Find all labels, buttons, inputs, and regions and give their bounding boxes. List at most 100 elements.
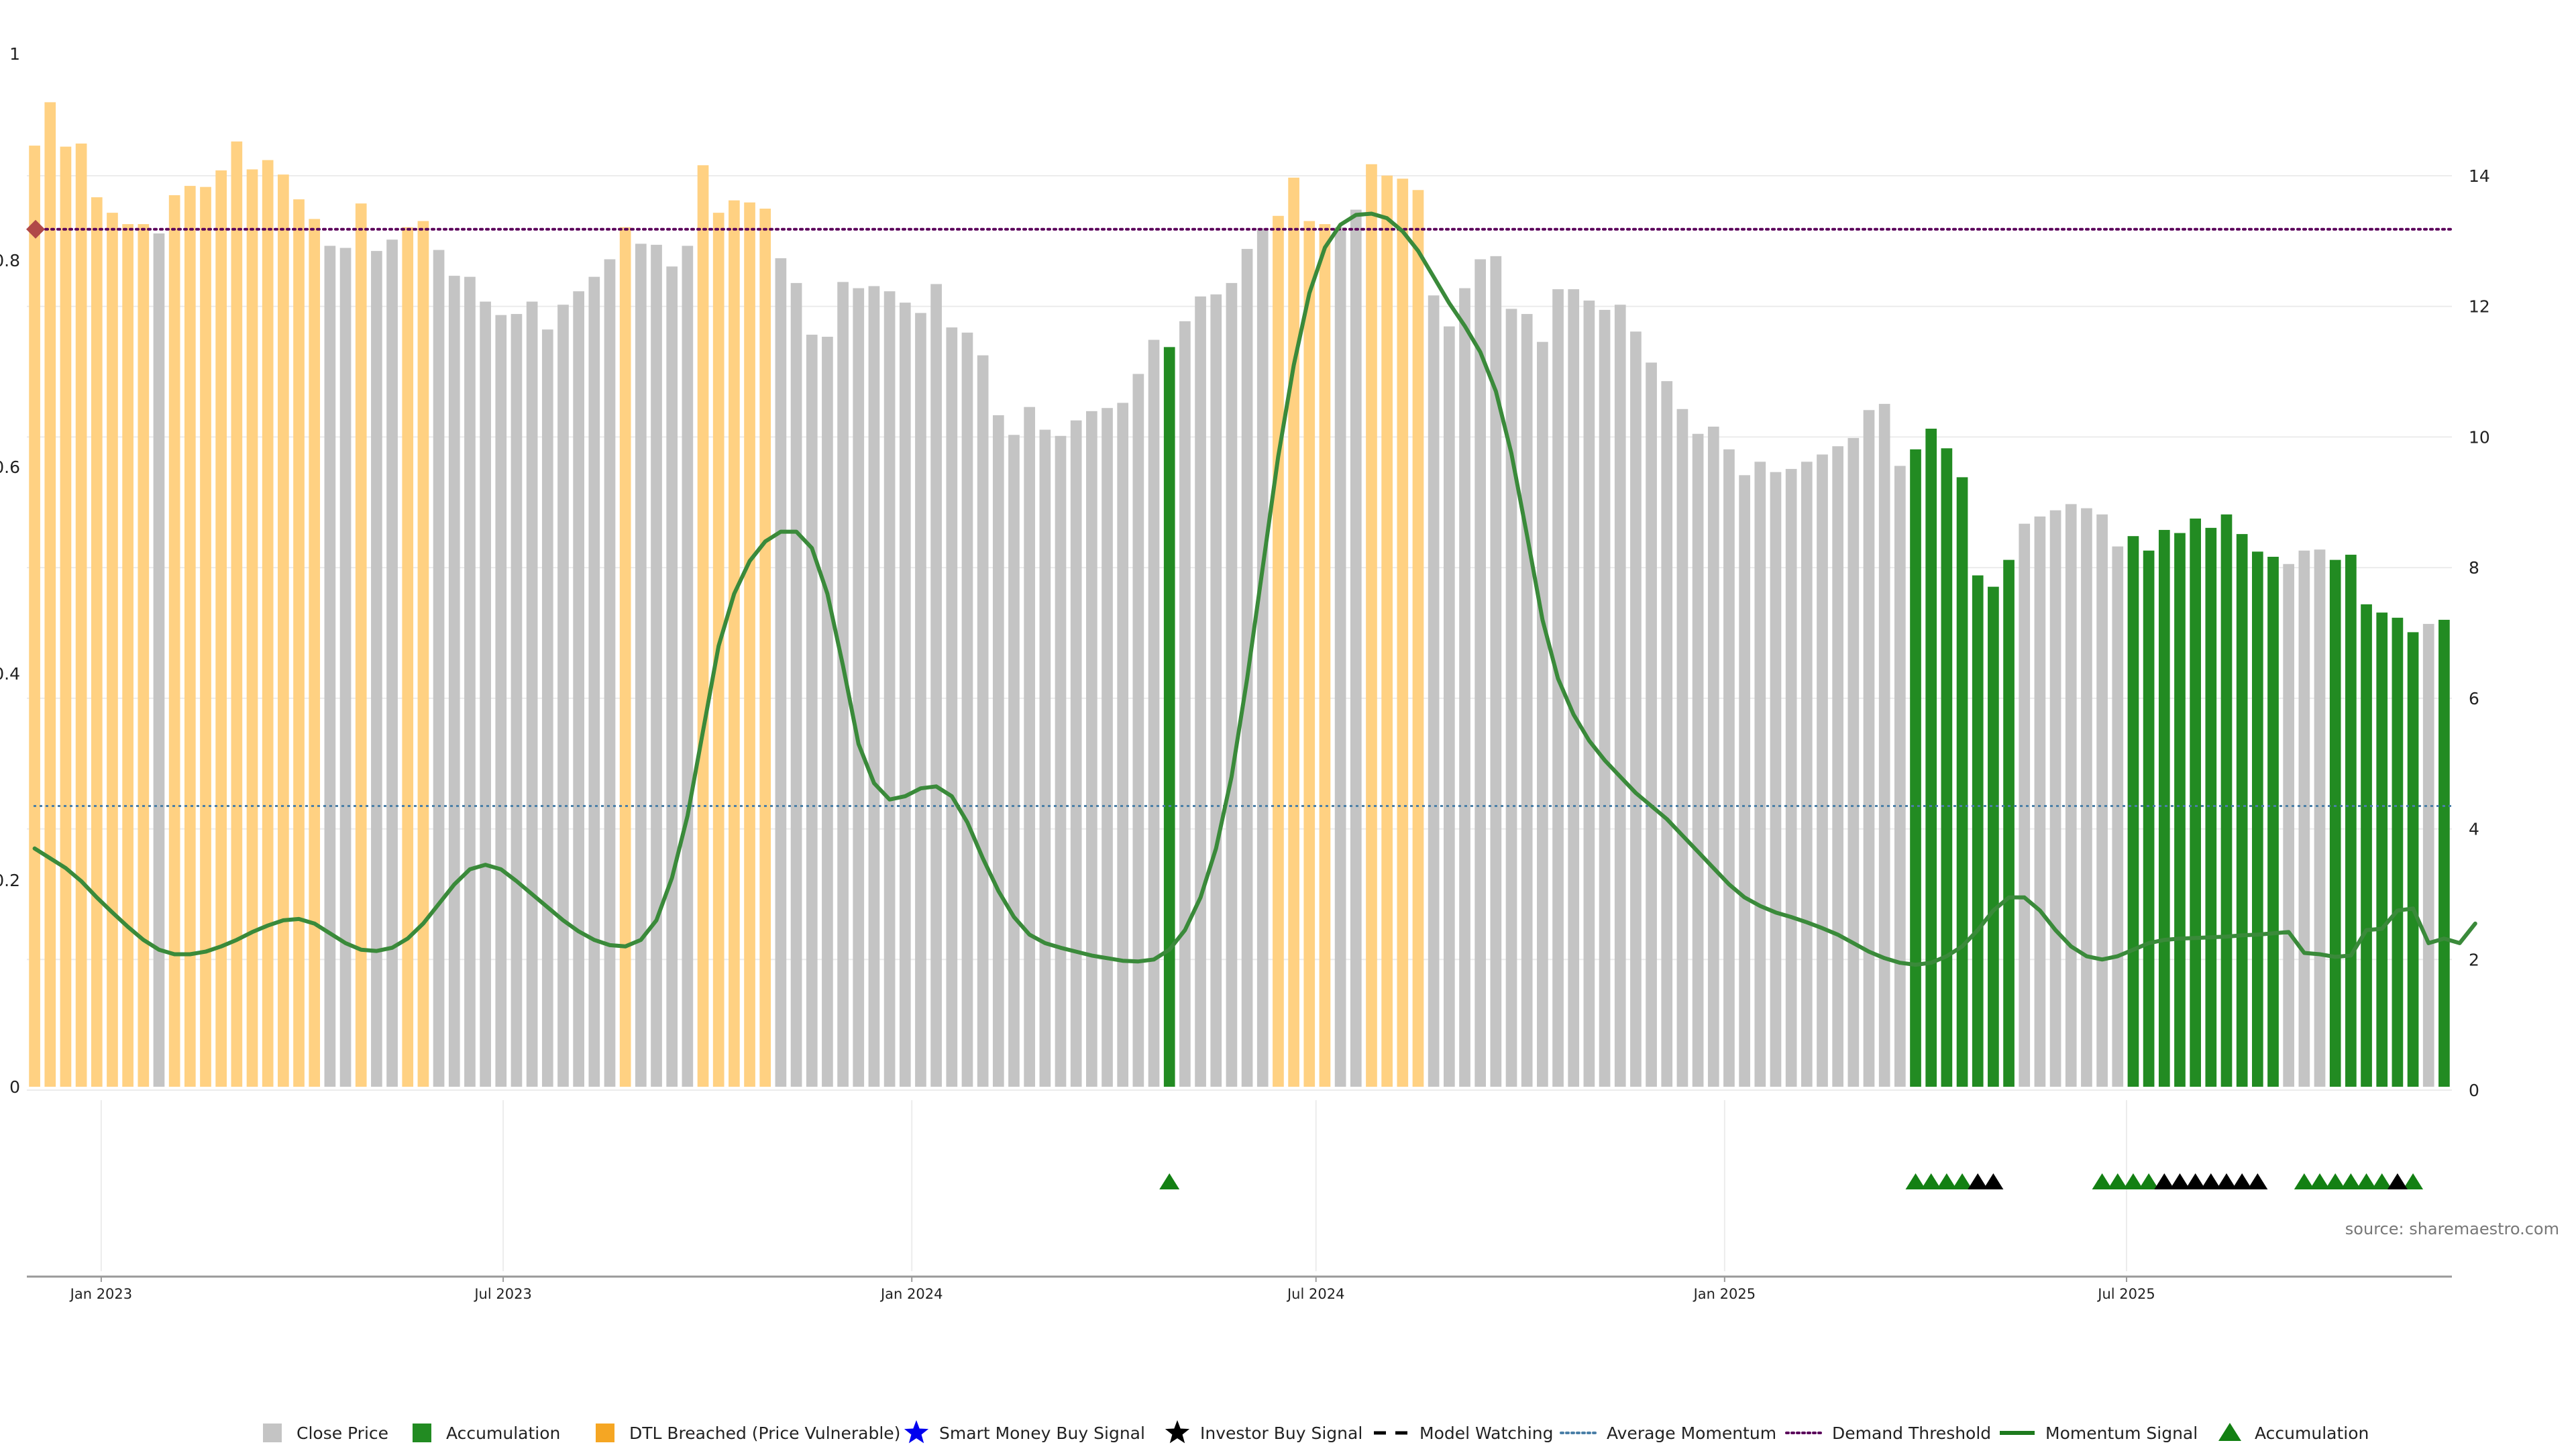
accumulation-bar	[2267, 556, 2279, 1087]
close-price-bar	[868, 286, 880, 1087]
close-price-bar	[1894, 466, 1906, 1087]
close-price-bar	[153, 233, 165, 1087]
close-price-bar	[1801, 462, 1813, 1087]
accumulation-bar	[2158, 529, 2170, 1087]
close-price-bar	[386, 239, 398, 1087]
close-price-bar	[2065, 504, 2077, 1087]
dtl-bar	[1273, 215, 1284, 1087]
close-price-bar	[573, 291, 584, 1087]
close-price-bar	[2019, 523, 2031, 1087]
close-price-bar	[1490, 256, 1502, 1087]
dtl-bar	[200, 186, 211, 1087]
close-price-bar	[2422, 624, 2434, 1087]
source-label: source: sharemaestro.com	[2345, 1220, 2559, 1238]
bar-series	[29, 102, 2450, 1087]
investor-signal-marker	[2154, 1173, 2175, 1189]
investor-signal-marker	[1983, 1173, 2004, 1189]
accumulation-bar	[2205, 527, 2217, 1087]
dtl-bar	[91, 197, 103, 1087]
close-price-bar	[511, 314, 523, 1087]
close-price-bar	[1676, 409, 1688, 1087]
close-price-bar	[495, 315, 507, 1087]
investor-signal-marker	[2387, 1173, 2408, 1189]
close-price-bar	[557, 305, 569, 1087]
right-tick-label: 2	[2469, 950, 2479, 969]
right-tick-label: 0	[2469, 1081, 2479, 1100]
accumulation-signal-marker	[1921, 1173, 1941, 1189]
close-price-bar	[1832, 446, 1844, 1087]
accumulation-bar	[2329, 559, 2341, 1087]
close-price-bar	[1334, 227, 1346, 1087]
dtl-bar	[60, 146, 72, 1087]
close-price-bar	[1179, 321, 1191, 1087]
accumulation-bar	[2251, 551, 2263, 1087]
axes: Jan 2023 Jul 2023 Jan 2024 Jul 2024 Jan 2025…	[0, 44, 2490, 1302]
close-price-bar	[682, 246, 694, 1087]
close-price-bar	[1568, 289, 1580, 1087]
accumulation-bar	[2376, 612, 2388, 1087]
dtl-bar	[278, 174, 289, 1087]
dtl-bar	[1366, 164, 1377, 1087]
accumulation-bar	[2236, 534, 2248, 1087]
legend-label-watch: Model Watching	[1419, 1424, 1554, 1443]
close-price-bar	[2081, 508, 2092, 1087]
close-price-bar	[2034, 516, 2046, 1087]
left-tick-label: 0.8	[0, 251, 20, 270]
close-price-bar	[1148, 339, 1160, 1087]
dtl-bar	[168, 195, 180, 1087]
close-price-bar	[526, 301, 538, 1087]
legend-swatch-smart	[904, 1420, 929, 1444]
x-tick-label: Jan 2025	[1693, 1286, 1756, 1302]
close-price-bar	[1474, 259, 1487, 1087]
signal-markers	[1159, 1173, 2424, 1189]
legend-label-signal: Momentum Signal	[2045, 1424, 2198, 1443]
close-price-bar	[1132, 374, 1144, 1087]
right-tick-label: 12	[2469, 297, 2490, 317]
right-tick-label: 6	[2469, 689, 2479, 708]
close-price-bar	[2283, 564, 2295, 1087]
close-price-bar	[1521, 314, 1533, 1087]
dtl-bar	[107, 213, 118, 1087]
close-price-bar	[1086, 411, 1097, 1087]
close-price-bar	[790, 282, 802, 1087]
close-price-bar	[1008, 435, 1020, 1087]
close-price-bar	[371, 251, 382, 1087]
accumulation-bar	[1972, 575, 1984, 1087]
close-price-bar	[1630, 331, 1642, 1087]
legend-label-close: Close Price	[297, 1424, 388, 1443]
close-price-bar	[1039, 429, 1051, 1087]
accumulation-bar	[1988, 586, 1999, 1087]
accumulation-bar	[2127, 536, 2139, 1087]
close-price-bar	[1599, 309, 1611, 1087]
investor-signal-marker	[2247, 1173, 2268, 1189]
accumulation-bar	[1956, 477, 1968, 1087]
accumulation-bar	[1910, 449, 1921, 1087]
accumulation-bar	[2345, 554, 2357, 1087]
close-price-bar	[1754, 462, 1766, 1087]
close-price-bar	[2314, 549, 2326, 1087]
investor-signal-marker	[2185, 1173, 2206, 1189]
close-price-bar	[1707, 426, 1719, 1087]
dtl-bar	[1381, 175, 1393, 1087]
close-price-bar	[992, 415, 1004, 1087]
dtl-bar	[184, 186, 196, 1087]
close-price-bar	[1863, 410, 1875, 1087]
close-price-bar	[806, 334, 818, 1087]
dtl-bar	[262, 160, 274, 1087]
close-price-bar	[1847, 437, 1860, 1087]
close-price-bar	[853, 288, 865, 1087]
dtl-bar	[246, 169, 258, 1087]
accumulation-signal-marker	[2294, 1173, 2314, 1189]
close-price-bar	[946, 327, 958, 1087]
close-price-bar	[651, 244, 662, 1087]
close-price-bar	[604, 259, 616, 1087]
accumulation-signal-marker	[2139, 1173, 2159, 1189]
close-price-bar	[1443, 326, 1455, 1087]
x-tick-label: Jul 2023	[473, 1286, 531, 1302]
close-price-bar	[1583, 301, 1595, 1087]
close-price-bar	[541, 329, 553, 1087]
close-price-bar	[324, 246, 336, 1087]
close-price-bar	[1070, 420, 1082, 1087]
accumulation-bar	[2143, 550, 2155, 1087]
dtl-bar	[309, 219, 321, 1087]
